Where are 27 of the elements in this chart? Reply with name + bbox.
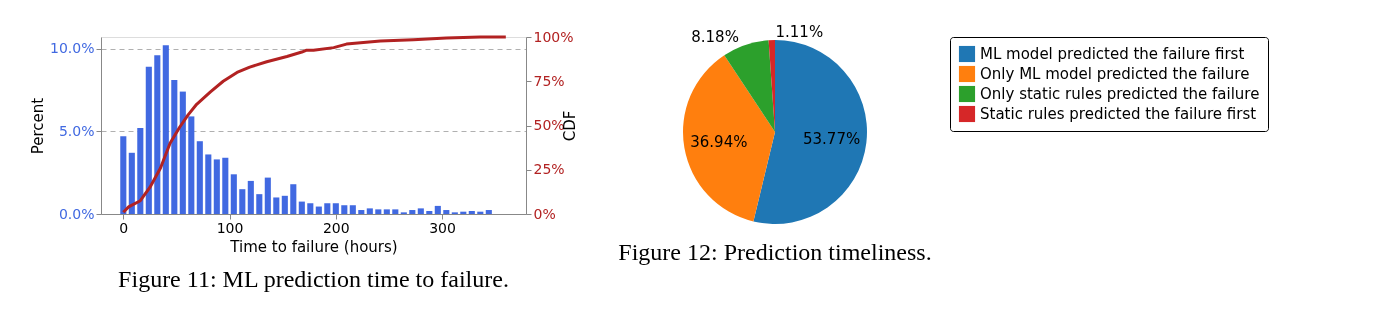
- pie-slice: [683, 55, 775, 222]
- y-tick-label: 0.0%: [58, 205, 95, 222]
- legend-label: Only static rules predicted the failure: [980, 85, 1260, 103]
- data-label: 1.11%: [775, 23, 824, 42]
- x-tick-label: 100: [216, 219, 244, 236]
- data-label: 8.18%: [691, 28, 739, 47]
- y2-tick-label: 75%: [533, 72, 565, 89]
- caption: Figure 12: Prediction timeliness.: [618, 239, 932, 265]
- line-series: [121, 35, 508, 214]
- x-tick-label: 0: [119, 219, 129, 236]
- y2-tick-label: 100%: [533, 28, 574, 45]
- y-axis-title: Percent: [29, 97, 48, 155]
- caption: Figure 11: ML prediction time to failure.: [118, 266, 509, 292]
- y-tick-label: 10.0%: [50, 40, 95, 57]
- legend-label: ML model predicted the failure first: [980, 45, 1245, 63]
- data-label: 53.77%: [803, 129, 861, 148]
- x-tick-label: 300: [429, 219, 456, 236]
- y2-tick-label: 0%: [533, 205, 556, 222]
- y-tick-label: 5.0%: [58, 122, 95, 139]
- x-tick-label: 200: [322, 219, 350, 236]
- y2-tick-label: 25%: [533, 161, 565, 178]
- x-axis-title: Time to failure (hours): [229, 237, 398, 256]
- pie-slice: [724, 40, 775, 132]
- legend-label: Only ML model predicted the failure: [980, 65, 1250, 83]
- legend-label: Static rules predicted the failure first: [980, 105, 1257, 123]
- pie-slice: [753, 40, 867, 224]
- data-label: 36.94%: [690, 132, 748, 151]
